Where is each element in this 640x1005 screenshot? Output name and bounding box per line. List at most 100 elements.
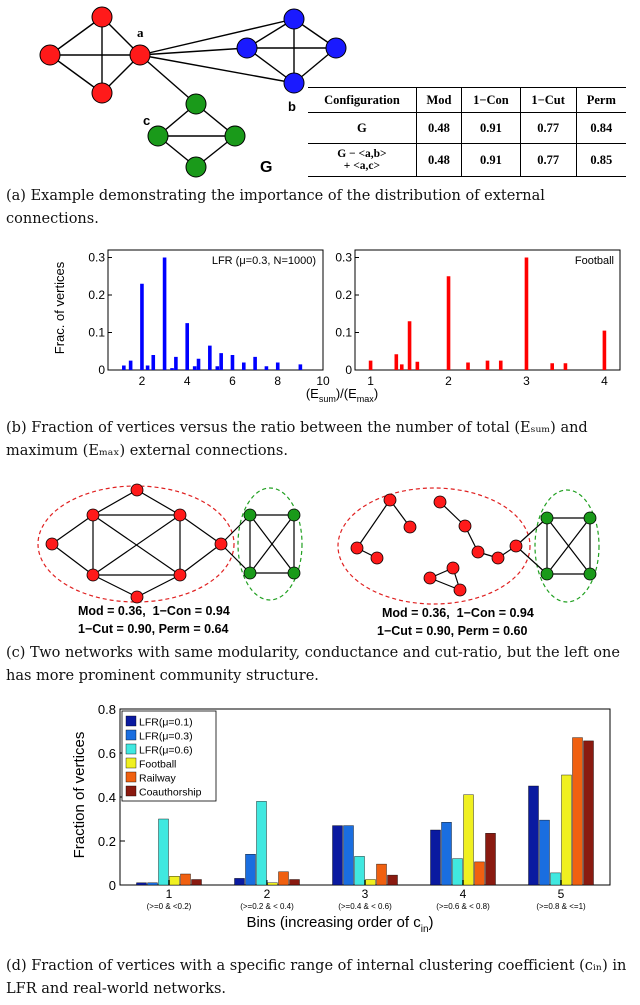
node-left-red	[214, 537, 228, 551]
legend-b-right: Football	[575, 255, 614, 267]
legend-swatch-d	[125, 771, 137, 783]
bar-d	[452, 858, 463, 886]
bar-b-left	[192, 366, 197, 370]
node-left-green	[287, 508, 301, 522]
panel-c-graphs: Mod = 0.36, 1−Con = 0.94 1−Cut = 0.90, P…	[37, 483, 600, 638]
bar-b-right	[446, 276, 451, 370]
node-left-green	[243, 566, 257, 580]
x-tick-sublabel-d: (>=0.4 & < 0.6)	[338, 902, 392, 911]
table-header: Mod	[415, 87, 463, 113]
legend-label-d: LFR(μ=0.3)	[139, 731, 193, 743]
node-a	[129, 44, 151, 66]
legend-b-left: LFR (μ=0.3, N=1000)	[212, 255, 316, 267]
left-metrics-line-2: 1−Cut = 0.90, Perm = 0.64	[78, 622, 228, 636]
y-tick-label-b-right: 0.2	[335, 288, 352, 302]
bar-d	[256, 801, 267, 886]
y-tick-label-d: 0.8	[98, 702, 116, 717]
x-tick-sublabel-d: (>=0 & <0.2)	[147, 902, 192, 911]
x-tick-label-b-left: 2	[139, 374, 146, 388]
bar-d	[376, 863, 387, 886]
bar-b-right	[394, 354, 399, 370]
ylabel-d: Fraction of vertices	[71, 732, 88, 859]
bar-d	[343, 825, 354, 886]
legend-box-d	[121, 710, 217, 802]
node-right-green	[540, 511, 554, 525]
metrics-table: Configuration Mod 1−Con 1−Cut Perm G 0.4…	[308, 87, 626, 177]
bar-b-right	[602, 330, 607, 370]
bar-d	[583, 740, 594, 886]
bar-b-left	[208, 345, 212, 370]
table-header: Configuration	[308, 87, 417, 113]
bar-b-left	[174, 356, 178, 370]
legend-swatch-d	[125, 715, 137, 727]
x-tick-label-b-left: 6	[229, 374, 236, 388]
node-right-red	[370, 551, 384, 565]
bar-d	[245, 853, 256, 886]
panel-a-graph: a b c G	[39, 6, 347, 178]
node-left-green	[243, 508, 257, 522]
bar-d	[278, 871, 289, 886]
x-tick-sublabel-d: (>=0.2 & < 0.4)	[240, 902, 294, 911]
node-blue-1	[283, 8, 305, 30]
legend-label-d: LFR(μ=0.1)	[139, 717, 193, 729]
community-boundary-right-red	[337, 487, 531, 605]
table-row: G − <a,b> + <a,c> 0.48 0.91 0.77 0.85	[308, 143, 626, 177]
caption-c: (c) Two networks with same modularity, c…	[6, 645, 620, 684]
bar-b-right	[407, 321, 412, 370]
right-metrics-line-1: Mod = 0.36, 1−Con = 0.94	[382, 606, 534, 620]
legend-swatch-d	[125, 757, 137, 769]
x-tick-label-d: 1	[166, 887, 173, 901]
node-right-red	[433, 495, 447, 509]
y-tick-label-d: 0.6	[98, 746, 116, 761]
node-left-red	[45, 537, 59, 551]
bar-b-right	[368, 360, 373, 370]
bar-d	[474, 861, 485, 886]
bar-d	[463, 794, 474, 886]
x-tick-label-d: 3	[362, 887, 369, 901]
node-right-red	[403, 520, 417, 534]
node-blue-3	[325, 37, 347, 59]
node-red-1	[91, 6, 113, 28]
panel-b-charts: Frac. of vertices (Esum)/(Emax) 0 0.1 0.2 0…	[52, 249, 621, 404]
x-tick-label-b-left: 4	[184, 374, 191, 388]
table-cell: 0.84	[575, 112, 626, 144]
bar-b-left	[215, 366, 220, 370]
node-right-red	[458, 519, 472, 533]
xlabel-b-close: )	[374, 386, 378, 401]
legend-swatch-d	[125, 785, 137, 797]
panel-d: Fraction of vertices Bins (increasing or…	[0, 700, 640, 1005]
xlabel-b: (Esum)/(Emax)	[306, 386, 378, 404]
node-blue-2	[236, 37, 258, 59]
bar-d	[147, 882, 158, 886]
right-metrics-line-2: 1−Cut = 0.90, Perm = 0.60	[377, 624, 527, 638]
bar-b-left	[196, 358, 201, 370]
bar-d	[365, 879, 376, 886]
bar-d	[136, 882, 147, 886]
plot-frame-b-right	[354, 249, 621, 371]
bar-b-left	[128, 360, 133, 370]
node-red-2	[39, 44, 61, 66]
y-tick-label-b-right: 0.1	[335, 326, 352, 340]
bar-d	[289, 879, 300, 886]
caption-a: (a) Example demonstrating the importance…	[6, 188, 545, 227]
label-b: b	[288, 99, 296, 114]
table-header: Perm	[575, 87, 626, 113]
xlabel-d-close: )	[429, 914, 434, 931]
label-c: c	[143, 113, 150, 128]
caption-b: (b) Fraction of vertices versus the rati…	[6, 420, 588, 459]
x-tick-label-d: 2	[264, 887, 271, 901]
node-right-red	[423, 571, 437, 585]
ylabel-b: Frac. of vertices	[52, 261, 67, 354]
panel-c: Mod = 0.36, 1−Con = 0.94 1−Cut = 0.90, P…	[0, 480, 640, 700]
node-green-3	[224, 125, 246, 147]
table-cell: 0.48	[415, 112, 463, 144]
bar-b-right	[524, 257, 529, 370]
table-row: G 0.48 0.91 0.77 0.84	[308, 112, 626, 144]
x-tick-label-b-left: 8	[274, 374, 281, 388]
table-cell: 0.77	[519, 143, 577, 177]
xlabel-b-sub-max: max	[357, 394, 375, 404]
bar-d	[528, 785, 539, 886]
xlabel-d: Bins (increasing order of cin)	[246, 914, 433, 935]
xlabel-b-mid: )/(E	[336, 386, 357, 401]
bar-b-left	[170, 368, 174, 370]
